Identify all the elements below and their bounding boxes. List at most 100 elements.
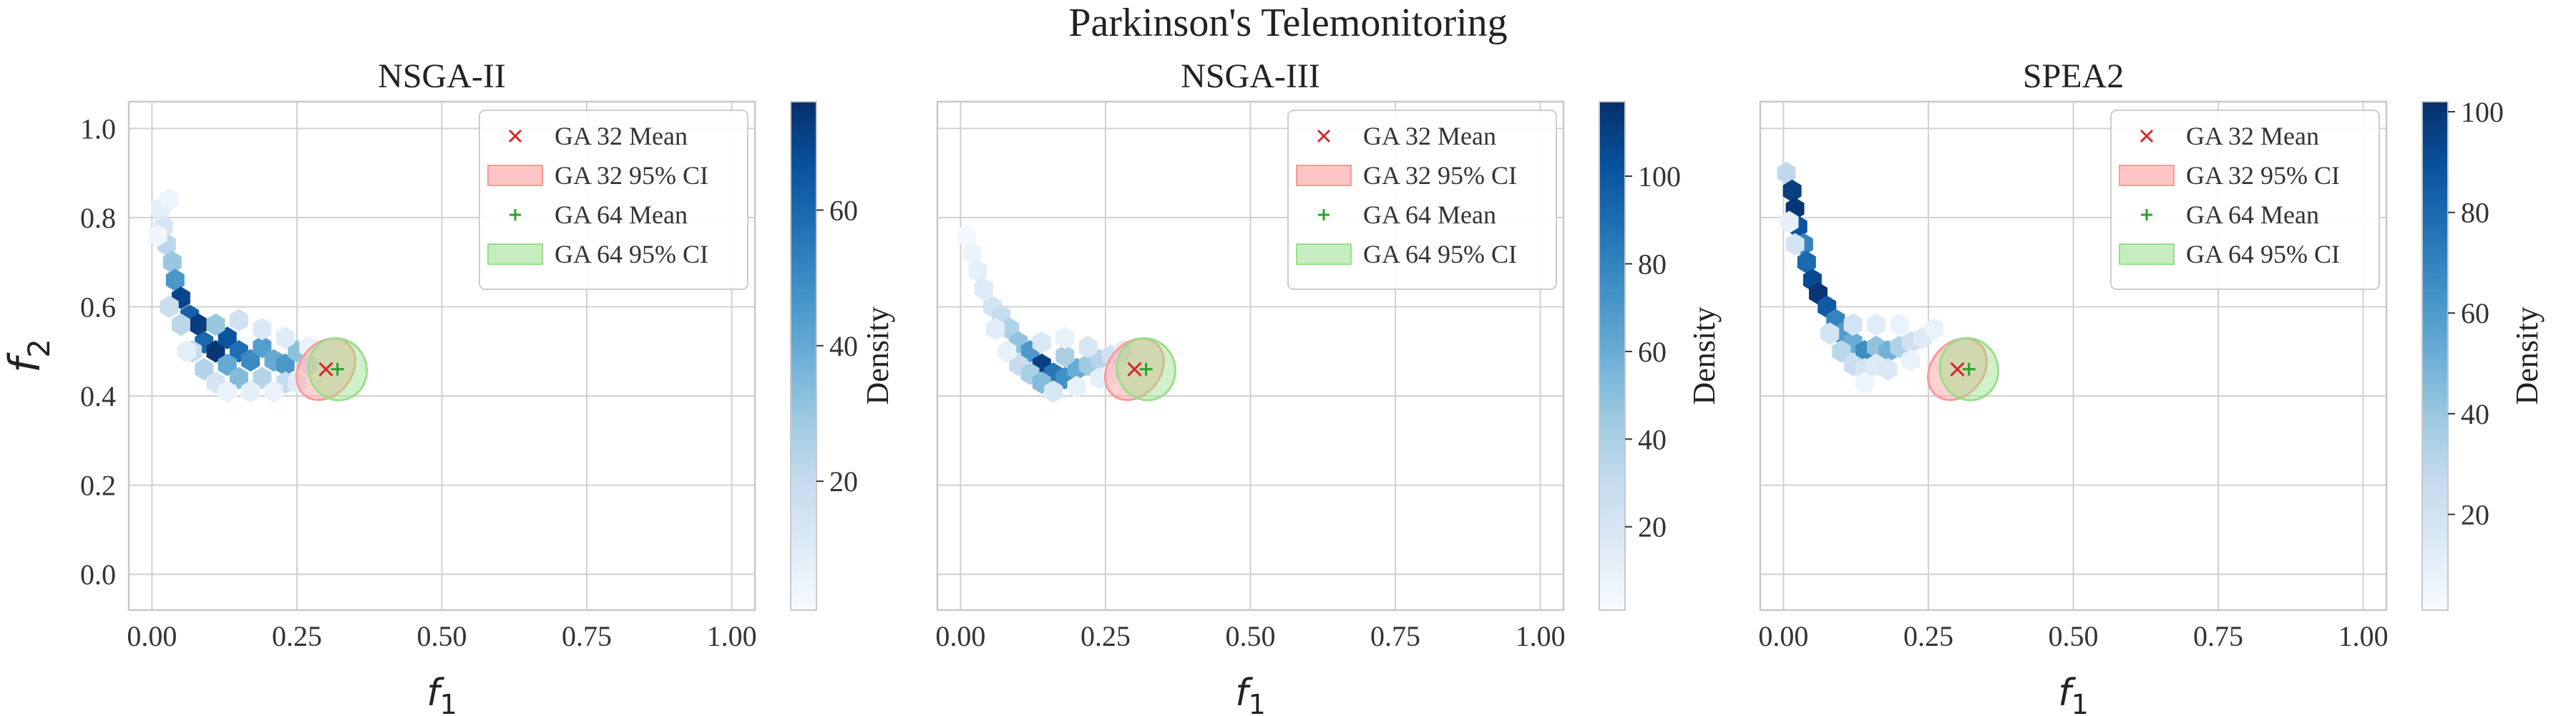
x-tick-label: 0.75 — [2193, 620, 2243, 652]
plot-frame — [127, 100, 756, 611]
colorbar-tick-label: 60 — [829, 194, 858, 226]
hexbin-cell — [253, 367, 272, 390]
legend-label: GA 64 Mean — [2186, 200, 2319, 229]
hexbin-cell — [253, 317, 272, 341]
hexbin-cell — [1925, 317, 1943, 341]
x-tick-label: 0.75 — [1370, 620, 1420, 652]
legend-label: GA 32 Mean — [2186, 122, 2319, 150]
x-tick-label: 0.00 — [935, 620, 985, 652]
ga32-mean-marker — [318, 362, 333, 377]
legend-label: GA 64 Mean — [1363, 200, 1496, 229]
mean-marker-stroke — [1127, 362, 1142, 377]
plot-frame — [1759, 100, 2388, 611]
panel-nsga-iii: 0.00 0.25 0.50 0.75 1.00 f1 NSGA-III GA 32 Mean… — [935, 57, 1722, 716]
hexbin-cell — [957, 224, 976, 247]
legend-patch — [1296, 243, 1352, 265]
ga32-mean-marker — [1950, 362, 1965, 377]
legend-label: GA 64 95% CI — [555, 240, 708, 268]
legend: GA 32 Mean GA 32 95% CI GA 64 Mean GA 64 95… — [479, 110, 748, 290]
colorbar-tick-label: 100 — [1638, 160, 1681, 193]
x-tick-label: 0.25 — [1080, 620, 1131, 652]
colorbar-label: Density — [1687, 307, 1722, 405]
legend-frame — [2110, 110, 2380, 290]
hexbin-cell — [1797, 251, 1816, 274]
hexbin-cell — [229, 367, 248, 390]
ga32-mean-marker — [1127, 362, 1142, 377]
legend-label: GA 32 95% CI — [555, 161, 708, 190]
x-tick-label: 0.25 — [1903, 620, 1953, 652]
y-tick-label: 0.2 — [80, 470, 116, 502]
hexbin-cell — [1055, 326, 1075, 349]
x-tick-label: 0.50 — [417, 620, 467, 652]
hexbin-cell — [1078, 335, 1098, 359]
hexbin-cell — [968, 259, 987, 283]
figure-title: Parkinson's Telemonitoring — [1068, 1, 1507, 45]
colorbar-label: Density — [860, 307, 895, 405]
legend-label: GA 64 Mean — [555, 200, 688, 229]
mean-marker-stroke — [1950, 362, 1965, 377]
hexbin-cell — [275, 326, 295, 349]
hexbin-cell — [1780, 211, 1799, 233]
x-tick-label: 0.00 — [1758, 620, 1808, 652]
y-tick-label: 0.4 — [80, 380, 116, 412]
legend-patch — [487, 243, 543, 265]
colorbar-tick-label: 60 — [1638, 336, 1667, 368]
colorbar-tick-label: 20 — [1638, 511, 1667, 543]
x-axis-label: f1 — [426, 672, 457, 716]
colorbar-tick-label: 40 — [1638, 423, 1667, 455]
hexbin-cell — [275, 353, 295, 377]
colorbar-tick-label: 60 — [2461, 297, 2489, 329]
hexbin-cell — [218, 380, 237, 403]
ga64-mean-marker — [1139, 362, 1153, 376]
hexbin-cell — [162, 251, 182, 274]
legend-label: GA 64 95% CI — [2186, 240, 2340, 268]
hexbin-cell — [218, 326, 237, 349]
hexbin-cell — [1832, 340, 1851, 363]
hexbin-cell — [1855, 371, 1874, 395]
hexbin-cell — [997, 340, 1017, 363]
hexbin-cell — [1782, 179, 1802, 203]
legend-frame — [479, 110, 748, 290]
colorbar-tick-label: 20 — [2461, 498, 2489, 531]
plot-frame — [936, 100, 1565, 611]
legend-frame — [1287, 110, 1557, 290]
panel-nsga-ii: 0.00 0.25 0.50 0.75 1.00 0.0 0.2 0.4 0.6 0.8 1.0 f1… — [0, 57, 895, 716]
x-axis-label: f1 — [2058, 672, 2089, 716]
hexbin-cell — [253, 335, 272, 359]
colorbar-gradient — [1599, 101, 1626, 611]
x-tick-label: 1.00 — [1516, 620, 1566, 652]
hexbin-cell — [962, 242, 982, 265]
hexbin-cell — [1044, 380, 1063, 403]
hexbin-cell — [171, 313, 190, 337]
legend-marker — [1317, 129, 1331, 143]
legend-label: GA 32 95% CI — [1363, 161, 1517, 190]
hexbin-cell — [1820, 322, 1840, 345]
x-tick-label: 0.50 — [1226, 620, 1276, 652]
mean-marker-stroke — [318, 362, 333, 377]
legend-label: GA 32 95% CI — [2186, 161, 2340, 190]
x-tick-label: 0.75 — [562, 620, 612, 652]
hexbin-cell — [1878, 357, 1898, 381]
hexbin-cell — [974, 277, 993, 301]
colorbar: 20 40 60 80 100 Density — [2421, 96, 2545, 611]
ga64-mean-marker — [1962, 362, 1976, 376]
hexbin-cell — [1901, 349, 1921, 372]
legend-label: GA 64 95% CI — [1363, 240, 1517, 268]
x-tick-label: 1.00 — [707, 620, 757, 652]
hexbin-cell — [206, 313, 225, 337]
colorbar-tick-label: 40 — [829, 330, 858, 362]
legend-patch — [2119, 165, 2175, 186]
hexbin-cell — [1067, 375, 1086, 399]
legend: GA 32 Mean GA 32 95% CI GA 64 Mean GA 64 95… — [2110, 110, 2380, 290]
legend-marker — [508, 129, 522, 143]
hexbin-cell — [195, 357, 214, 381]
hexbin-cell — [1032, 331, 1051, 354]
x-tick-label: 0.25 — [272, 620, 322, 652]
colorbar-gradient — [2421, 101, 2449, 611]
colorbar: 20 40 60 80 100 Density — [1599, 101, 1722, 611]
y-tick-label: 0.8 — [80, 202, 116, 234]
hexbin-cell — [160, 295, 179, 319]
hexbin-cell — [1785, 233, 1805, 256]
